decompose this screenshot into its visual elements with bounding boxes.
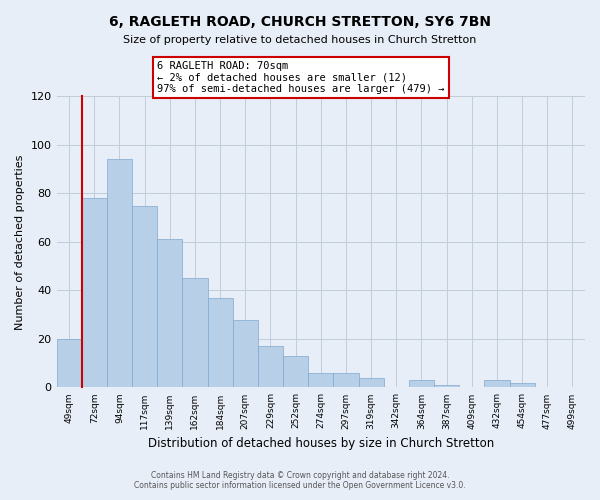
Bar xyxy=(434,385,459,388)
X-axis label: Distribution of detached houses by size in Church Stretton: Distribution of detached houses by size … xyxy=(148,437,494,450)
Text: Size of property relative to detached houses in Church Stretton: Size of property relative to detached ho… xyxy=(124,35,476,45)
Text: 6, RAGLETH ROAD, CHURCH STRETTON, SY6 7BN: 6, RAGLETH ROAD, CHURCH STRETTON, SY6 7B… xyxy=(109,15,491,29)
Bar xyxy=(82,198,107,388)
Bar xyxy=(409,380,434,388)
Text: 6 RAGLETH ROAD: 70sqm
← 2% of detached houses are smaller (12)
97% of semi-detac: 6 RAGLETH ROAD: 70sqm ← 2% of detached h… xyxy=(157,61,445,94)
Bar xyxy=(56,339,82,388)
Bar xyxy=(308,373,334,388)
Bar xyxy=(182,278,208,388)
Bar xyxy=(509,382,535,388)
Bar xyxy=(208,298,233,388)
Bar xyxy=(258,346,283,388)
Bar xyxy=(233,320,258,388)
Y-axis label: Number of detached properties: Number of detached properties xyxy=(15,154,25,330)
Bar xyxy=(107,160,132,388)
Text: Contains HM Land Registry data © Crown copyright and database right 2024.
Contai: Contains HM Land Registry data © Crown c… xyxy=(134,470,466,490)
Bar xyxy=(359,378,383,388)
Bar xyxy=(157,240,182,388)
Bar xyxy=(283,356,308,388)
Bar xyxy=(484,380,509,388)
Bar xyxy=(132,206,157,388)
Bar xyxy=(334,373,359,388)
